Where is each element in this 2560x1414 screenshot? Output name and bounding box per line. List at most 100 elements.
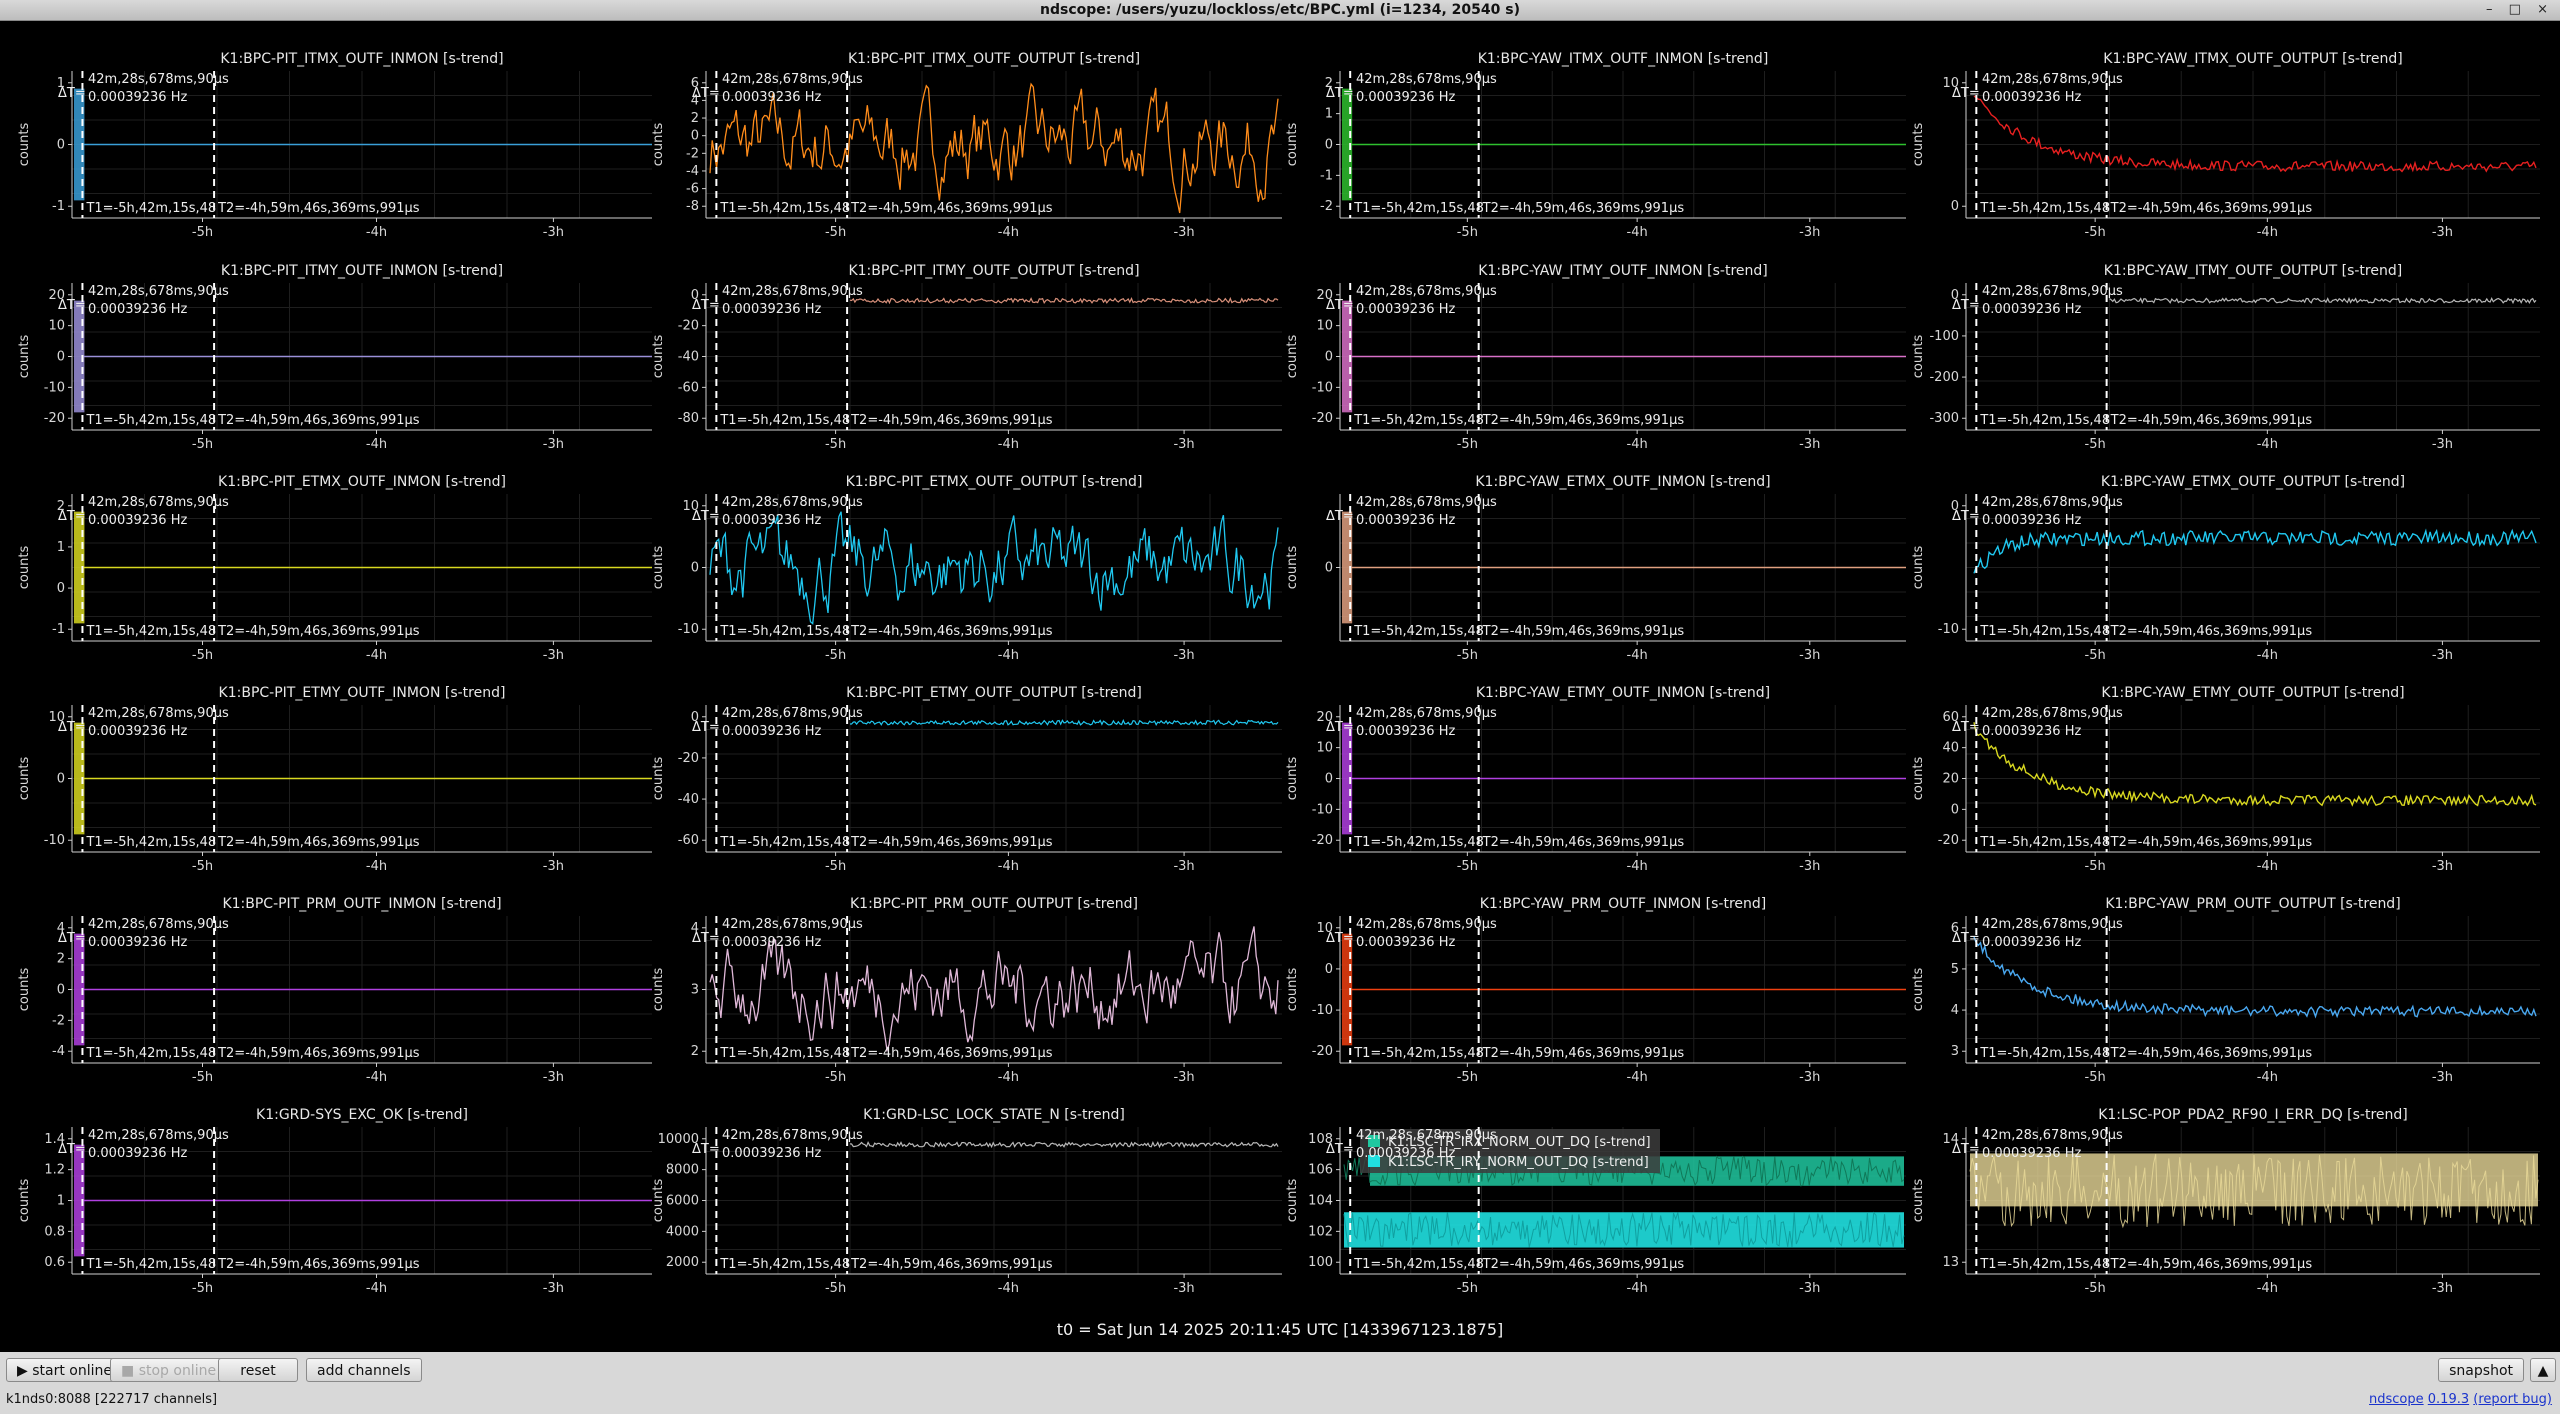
t2-cursor-label: T2=-4h,59m,46s,369ms,991μs bbox=[850, 1257, 1053, 1272]
plot-panel[interactable]: K1:BPC-YAW_PRM_OUTF_OUTPUT [s-trend] coun… bbox=[1911, 896, 2540, 1085]
cursor-frequency: 0.00039236 Hz bbox=[722, 935, 821, 950]
t1-cursor-label: T1=-5h,42m,15s,48 bbox=[719, 1046, 850, 1061]
plot-panel[interactable]: K1:GRD-SYS_EXC_OK [s-trend] counts 1.4 1.2 1… bbox=[17, 1107, 652, 1296]
x-tick-label: -4h bbox=[998, 648, 1019, 663]
y-axis-label: counts bbox=[1285, 757, 1300, 801]
plot-title: K1:BPC-PIT_ETMX_OUTF_INMON [s-trend] bbox=[218, 474, 506, 490]
y-tick-label: -20 bbox=[44, 411, 65, 426]
plot-panel[interactable]: counts 108 106 104 102 100 -5h -4h -3h K1:LSC-TR_… bbox=[1285, 1127, 1906, 1296]
delta-t-label: ΔT= bbox=[1326, 931, 1354, 946]
plot-panel[interactable]: K1:BPC-PIT_ITMX_OUTF_INMON [s-trend] coun… bbox=[17, 51, 652, 240]
plot-panel[interactable]: K1:BPC-YAW_ETMX_OUTF_INMON [s-trend] coun… bbox=[1285, 474, 1906, 663]
x-tick-label: -4h bbox=[2257, 437, 2278, 452]
window-controls[interactable]: – □ × bbox=[2486, 2, 2554, 17]
report-bug-link[interactable]: (report bug) bbox=[2473, 1392, 2552, 1407]
plot-panel[interactable]: K1:LSC-POP_PDA2_RF90_I_ERR_DQ [s-trend] c… bbox=[1911, 1107, 2540, 1296]
t2-cursor-label: T2=-4h,59m,46s,369ms,991μs bbox=[2110, 835, 2313, 850]
plot-panel[interactable]: K1:BPC-PIT_ETMX_OUTF_INMON [s-trend] coun… bbox=[17, 474, 652, 663]
x-tick-label: -4h bbox=[998, 1070, 1019, 1085]
x-tick-label: -4h bbox=[366, 1070, 387, 1085]
cursor-delta-value: 42m,28s,678ms,90μs bbox=[1356, 917, 1497, 932]
data-trace bbox=[709, 926, 1279, 1053]
plot-panel[interactable]: K1:BPC-YAW_PRM_OUTF_INMON [s-trend] count… bbox=[1285, 896, 1906, 1085]
plot-panel[interactable]: K1:BPC-YAW_ITMY_OUTF_OUTPUT [s-trend] cou… bbox=[1911, 263, 2540, 452]
x-tick-label: -3h bbox=[1799, 225, 1820, 240]
y-axis-label: counts bbox=[1911, 968, 1926, 1012]
plot-panel[interactable]: K1:BPC-YAW_ITMX_OUTF_INMON [s-trend] coun… bbox=[1285, 51, 1906, 240]
cursor-delta-value: 42m,28s,678ms,90μs bbox=[88, 284, 229, 299]
x-tick-label: -5h bbox=[1457, 1281, 1478, 1296]
y-tick-label: -10 bbox=[44, 833, 65, 848]
y-tick-label: 14 bbox=[1942, 1132, 1959, 1147]
plot-title: K1:BPC-PIT_ETMY_OUTF_INMON [s-trend] bbox=[219, 685, 506, 701]
y-axis-label: counts bbox=[17, 546, 32, 590]
start-online-button[interactable]: ▶ start online bbox=[6, 1358, 123, 1382]
x-tick-label: -5h bbox=[825, 225, 846, 240]
y-tick-label: -2 bbox=[1320, 199, 1333, 214]
snapshot-button[interactable]: snapshot bbox=[2438, 1358, 2524, 1382]
plot-panel[interactable]: K1:BPC-PIT_ITMY_OUTF_OUTPUT [s-trend] cou… bbox=[651, 263, 1282, 452]
data-burst bbox=[74, 88, 85, 201]
collapse-toggle[interactable]: ▲ bbox=[2530, 1358, 2556, 1382]
t1-cursor-label: T1=-5h,42m,15s,48 bbox=[85, 835, 216, 850]
reset-button[interactable]: reset bbox=[218, 1358, 298, 1382]
t2-cursor-label: T2=-4h,59m,46s,369ms,991μs bbox=[217, 1046, 420, 1061]
t1-cursor-label: T1=-5h,42m,15s,48 bbox=[719, 413, 850, 428]
y-tick-label: 0 bbox=[57, 350, 65, 365]
y-tick-label: -1 bbox=[52, 622, 65, 637]
plot-panel[interactable]: K1:BPC-PIT_ETMY_OUTF_INMON [s-trend] coun… bbox=[17, 685, 652, 874]
x-tick-label: -5h bbox=[2085, 225, 2106, 240]
y-tick-label: 60 bbox=[1942, 710, 1959, 725]
version-link[interactable]: 0.19.3 bbox=[2427, 1392, 2470, 1407]
t1-cursor-label: T1=-5h,42m,15s,48 bbox=[1979, 1257, 2110, 1272]
plot-panel[interactable]: K1:BPC-YAW_ETMX_OUTF_OUTPUT [s-trend] cou… bbox=[1911, 474, 2540, 663]
plot-panel[interactable]: K1:BPC-YAW_ETMY_OUTF_OUTPUT [s-trend] cou… bbox=[1911, 685, 2540, 874]
x-tick-label: -3h bbox=[1799, 1281, 1820, 1296]
plot-title: K1:BPC-YAW_ITMY_OUTF_INMON [s-trend] bbox=[1478, 263, 1768, 279]
plot-panel[interactable]: K1:BPC-PIT_ITMY_OUTF_INMON [s-trend] coun… bbox=[17, 263, 652, 452]
x-tick-label: -3h bbox=[2432, 1281, 2453, 1296]
cursor-delta-value: 42m,28s,678ms,90μs bbox=[1982, 72, 2123, 87]
x-tick-label: -5h bbox=[1457, 648, 1478, 663]
plot-panel[interactable]: K1:BPC-YAW_ITMX_OUTF_OUTPUT [s-trend] cou… bbox=[1911, 51, 2540, 240]
cursor-delta-value: 42m,28s,678ms,90μs bbox=[722, 1128, 863, 1143]
plot-panel[interactable]: K1:BPC-PIT_ETMX_OUTF_OUTPUT [s-trend] cou… bbox=[651, 474, 1282, 663]
plot-title: K1:BPC-PIT_ITMX_OUTF_INMON [s-trend] bbox=[220, 51, 503, 67]
plot-grid[interactable]: K1:BPC-PIT_ITMX_OUTF_INMON [s-trend] coun… bbox=[0, 21, 2560, 1341]
y-tick-label: -60 bbox=[678, 833, 699, 848]
y-tick-label: -10 bbox=[1312, 1003, 1333, 1018]
y-tick-label: -6 bbox=[686, 182, 699, 197]
ndscope-link[interactable]: ndscope bbox=[2369, 1392, 2424, 1407]
y-tick-label: 1 bbox=[57, 540, 65, 555]
plot-panel[interactable]: K1:BPC-PIT_ETMY_OUTF_OUTPUT [s-trend] cou… bbox=[651, 685, 1282, 874]
plot-panel[interactable]: K1:BPC-YAW_ITMY_OUTF_INMON [s-trend] coun… bbox=[1285, 263, 1906, 452]
t1-cursor-label: T1=-5h,42m,15s,48 bbox=[1979, 1046, 2110, 1061]
t1-cursor-label: T1=-5h,42m,15s,48 bbox=[1353, 1257, 1484, 1272]
t1-cursor-label: T1=-5h,42m,15s,48 bbox=[719, 624, 850, 639]
y-tick-label: 4 bbox=[1951, 1003, 1959, 1018]
y-tick-label: -10 bbox=[44, 380, 65, 395]
cursor-frequency: 0.00039236 Hz bbox=[88, 1146, 187, 1161]
plot-panel[interactable]: K1:BPC-YAW_ETMY_OUTF_INMON [s-trend] coun… bbox=[1285, 685, 1906, 874]
cursor-delta-value: 42m,28s,678ms,90μs bbox=[722, 917, 863, 932]
y-tick-label: 2 bbox=[1325, 76, 1333, 91]
x-tick-label: -3h bbox=[1173, 859, 1194, 874]
y-tick-label: 6 bbox=[1951, 921, 1959, 936]
y-tick-label: -8 bbox=[686, 199, 699, 214]
t1-cursor-label: T1=-5h,42m,15s,48 bbox=[1353, 835, 1484, 850]
add-channels-button[interactable]: add channels bbox=[306, 1358, 422, 1382]
plot-panel[interactable]: K1:BPC-PIT_PRM_OUTF_OUTPUT [s-trend] coun… bbox=[651, 896, 1282, 1085]
stop-online-label: stop online bbox=[138, 1363, 217, 1379]
plot-panel[interactable]: K1:GRD-LSC_LOCK_STATE_N [s-trend] counts 1… bbox=[651, 1107, 1282, 1296]
y-tick-label: 2000 bbox=[666, 1255, 699, 1270]
data-trace bbox=[850, 719, 1279, 726]
plot-panel[interactable]: K1:BPC-PIT_ITMX_OUTF_OUTPUT [s-trend] cou… bbox=[651, 51, 1282, 240]
y-tick-label: 4000 bbox=[666, 1224, 699, 1239]
y-axis-label: counts bbox=[1911, 123, 1926, 167]
x-tick-label: -3h bbox=[543, 648, 564, 663]
delta-t-label: ΔT= bbox=[1952, 720, 1980, 735]
y-axis-label: counts bbox=[651, 968, 666, 1012]
plot-panel[interactable]: K1:BPC-PIT_PRM_OUTF_INMON [s-trend] count… bbox=[17, 896, 652, 1085]
y-tick-label: 1.2 bbox=[44, 1163, 65, 1178]
stop-online-button[interactable]: ■ stop online bbox=[110, 1358, 228, 1382]
